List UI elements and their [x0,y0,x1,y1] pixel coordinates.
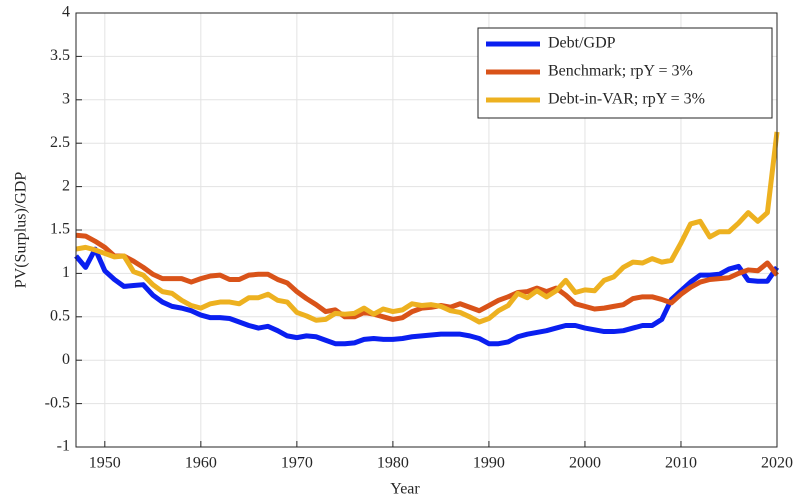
y-axis-label: PV(Surplus)/GDP [13,172,30,289]
y-tick-label: 2 [62,177,70,194]
x-tick-label: 1980 [377,455,409,472]
y-tick-label: -1 [57,438,70,455]
y-tick-label: 1 [62,264,70,281]
y-tick-label: 2.5 [50,134,70,151]
x-tick-label: 2010 [665,455,697,472]
y-tick-label: 0.5 [50,307,70,324]
y-tick-label: 0 [62,351,70,368]
x-tick-label: 2000 [569,455,601,472]
x-axis-label: Year [390,481,420,498]
y-tick-label: 4 [62,4,70,21]
x-tick-label: 1960 [185,455,217,472]
legend-label: Debt-in-VAR; rpY = 3% [548,91,705,108]
legend-label: Debt/GDP [548,35,616,52]
legend-label: Benchmark; rpY = 3% [548,63,693,80]
y-tick-label: 1.5 [50,221,70,238]
data-line [74,246,780,347]
axes-box [75,12,778,448]
x-tick-label: 1970 [281,455,313,472]
data-line [75,232,779,322]
y-tick-label: 3.5 [50,47,70,64]
x-tick-label: 1950 [89,455,121,472]
y-tick-label: -0.5 [45,394,70,411]
x-tick-label: 2020 [761,455,793,472]
data-line [75,131,780,325]
y-tick-label: 3 [62,90,70,107]
x-tick-label: 1990 [473,455,505,472]
